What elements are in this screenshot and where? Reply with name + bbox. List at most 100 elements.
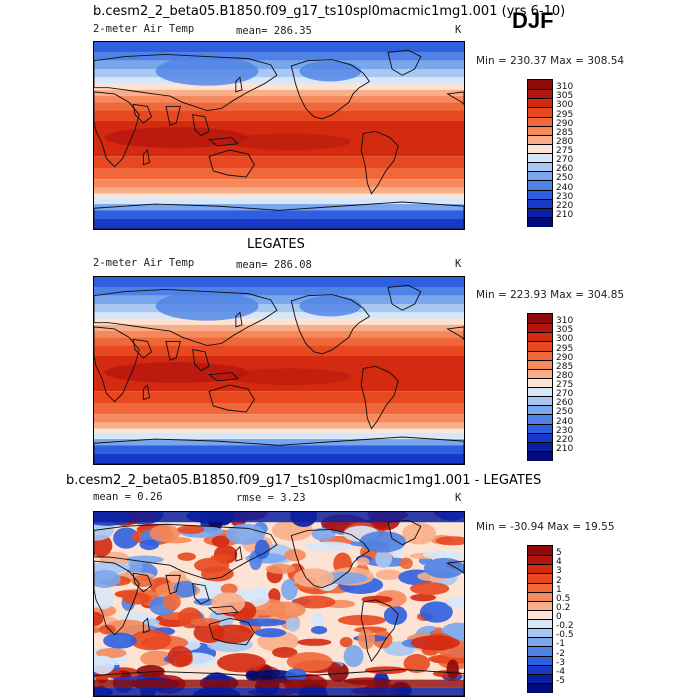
colorbar-tick-label: 310 xyxy=(556,316,574,327)
colorbar-swatch xyxy=(528,216,552,227)
panel-2-units-label: K xyxy=(455,258,462,270)
panel-2-variable-label: 2-meter Air Temp xyxy=(93,257,195,269)
colorbar-swatch xyxy=(528,162,552,172)
colorbar-tick-label: 0 xyxy=(556,612,562,622)
colorbar-swatch xyxy=(528,664,552,675)
colorbar-tick-label: 270 xyxy=(556,155,574,166)
colorbar-swatch xyxy=(528,564,552,574)
colorbar-swatch xyxy=(528,450,552,461)
colorbar-tick-label: -4 xyxy=(556,666,565,677)
colorbar-swatch xyxy=(528,359,552,370)
colorbar-tick-label: 260 xyxy=(556,398,574,409)
colorbar-swatch xyxy=(528,116,552,127)
colorbar-tick-label: 260 xyxy=(556,164,574,175)
colorbar-swatch xyxy=(528,314,552,324)
colorbar-swatch xyxy=(528,423,552,434)
panel-1-variable-label: 2-meter Air Temp xyxy=(93,23,195,35)
colorbar-tick-label: 3 xyxy=(556,566,562,577)
colorbar-swatch xyxy=(528,600,552,611)
colorbar-swatch xyxy=(528,646,552,656)
colorbar-tick-label: 285 xyxy=(556,361,574,372)
panel-3-units-label: K xyxy=(455,492,462,504)
colorbar-tick-label: 230 xyxy=(556,191,574,202)
colorbar-tick-label: 240 xyxy=(556,182,574,193)
colorbar-swatch xyxy=(528,80,552,90)
colorbar-tick-label: -0.2 xyxy=(556,621,574,632)
colorbar-tick-label: 300 xyxy=(556,100,574,111)
colorbar-swatch xyxy=(528,441,552,452)
colorbar-swatch xyxy=(528,396,552,406)
panel-2-minmax: Min = 223.93 Max = 304.85 xyxy=(476,289,625,301)
colorbar-swatch xyxy=(528,323,552,333)
colorbar-tick-label: 220 xyxy=(556,434,574,445)
panel-2-mean-label: mean= 286.08 xyxy=(236,259,312,271)
colorbar-swatch xyxy=(528,673,552,684)
colorbar-swatch xyxy=(528,432,552,443)
colorbar-tick-label: 305 xyxy=(556,325,574,336)
colorbar-tick-label: -2 xyxy=(556,648,565,659)
colorbar-swatch xyxy=(528,207,552,218)
panel-1-units-label: K xyxy=(455,24,462,36)
colorbar-tick-label: 310 xyxy=(556,82,574,93)
colorbar-tick-label: 280 xyxy=(556,136,574,147)
colorbar-swatch xyxy=(528,619,552,629)
colorbar-swatch xyxy=(528,405,552,415)
panel-1-map xyxy=(93,41,465,230)
colorbar-tick-label: 2 xyxy=(556,575,562,586)
colorbar-swatch xyxy=(528,682,552,693)
colorbar-swatch xyxy=(528,628,552,638)
colorbar-swatch xyxy=(528,332,552,342)
colorbar-tick-label: -1 xyxy=(556,639,565,650)
colorbar-swatch xyxy=(528,198,552,209)
colorbar-swatch xyxy=(528,134,552,145)
panel-3-title: b.cesm2_2_beta05.B1850.f09_g17_ts10spl0m… xyxy=(66,473,542,488)
colorbar-tick-label: 295 xyxy=(556,343,574,354)
colorbar-swatch xyxy=(528,591,552,602)
panel-3-rmse-label: rmse = 3.23 xyxy=(236,492,306,504)
panel-3-minmax: Min = -30.94 Max = 19.55 xyxy=(476,521,615,533)
colorbar-swatch xyxy=(528,171,552,181)
panel-2-colorbar xyxy=(527,313,553,461)
colorbar-swatch xyxy=(528,637,552,647)
colorbar-swatch xyxy=(528,189,552,200)
colorbar-tick-label: -5 xyxy=(556,675,565,686)
panel-1-colorbar xyxy=(527,79,553,227)
colorbar-swatch xyxy=(528,98,552,108)
colorbar-swatch xyxy=(528,582,552,593)
colorbar-swatch xyxy=(528,143,552,154)
colorbar-tick-label: 290 xyxy=(556,118,574,129)
colorbar-tick-label: 4 xyxy=(556,557,562,568)
colorbar-tick-label: 305 xyxy=(556,91,574,102)
colorbar-tick-label: 250 xyxy=(556,407,574,418)
colorbar-swatch xyxy=(528,153,552,163)
colorbar-tick-label: 230 xyxy=(556,425,574,436)
colorbar-swatch xyxy=(528,107,552,117)
colorbar-tick-label: 290 xyxy=(556,352,574,363)
colorbar-tick-label: 240 xyxy=(556,416,574,427)
colorbar-tick-label: 210 xyxy=(556,443,574,454)
colorbar-tick-label: 250 xyxy=(556,173,574,184)
colorbar-tick-label: 280 xyxy=(556,370,574,381)
panel-2-map xyxy=(93,276,465,465)
panel-1-mean-label: mean= 286.35 xyxy=(236,25,312,37)
colorbar-tick-label: 285 xyxy=(556,127,574,138)
colorbar-swatch xyxy=(528,180,552,190)
colorbar-tick-label: 275 xyxy=(556,380,574,390)
colorbar-tick-label: 300 xyxy=(556,334,574,345)
colorbar-swatch xyxy=(528,89,552,99)
colorbar-swatch xyxy=(528,573,552,583)
colorbar-swatch xyxy=(528,546,552,556)
panel-1-title: b.cesm2_2_beta05.B1850.f09_g17_ts10spl0m… xyxy=(93,4,566,19)
panel-2-title: LEGATES xyxy=(247,237,305,252)
colorbar-tick-label: 0.5 xyxy=(556,593,571,604)
colorbar-swatch xyxy=(528,341,552,351)
season-label: DJF xyxy=(512,8,554,33)
panel-3-map xyxy=(93,511,465,697)
colorbar-swatch xyxy=(528,387,552,397)
colorbar-tick-label: 295 xyxy=(556,109,574,120)
colorbar-swatch xyxy=(528,350,552,361)
colorbar-tick-label: 1 xyxy=(556,584,562,595)
panel-3-colorbar xyxy=(527,545,553,693)
colorbar-swatch xyxy=(528,555,552,565)
colorbar-swatch xyxy=(528,368,552,379)
